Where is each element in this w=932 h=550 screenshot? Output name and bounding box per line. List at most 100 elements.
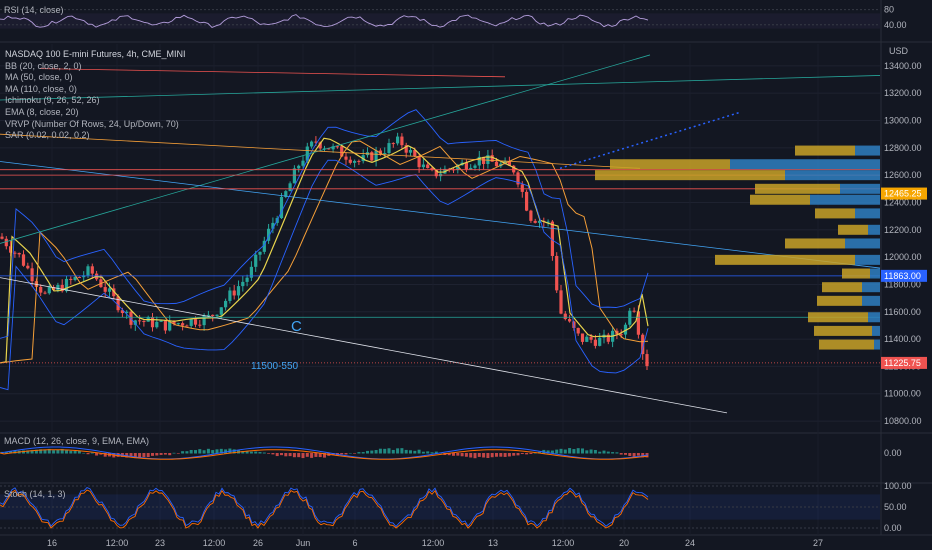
candle-body	[202, 315, 206, 326]
time-tick-label: 20	[619, 538, 629, 548]
macd-histogram-bar	[348, 452, 352, 454]
candle-body	[47, 287, 51, 294]
macd-histogram-bar	[305, 453, 309, 457]
macd-histogram-bar	[194, 450, 197, 454]
candle-body	[56, 284, 60, 291]
candle-body	[619, 334, 623, 336]
candle-body	[348, 159, 352, 163]
legend-ma110[interactable]: MA (110, close, 0)	[5, 83, 77, 94]
candle-body	[378, 150, 382, 154]
candle-body	[628, 310, 632, 325]
macd-histogram-bar	[353, 453, 357, 454]
price-tick-label: 11400.00	[884, 334, 921, 344]
macd-histogram-bar	[366, 450, 369, 454]
volume-bar-down	[855, 145, 880, 156]
macd-histogram-bar	[404, 449, 408, 454]
candle-body	[387, 143, 391, 154]
rsi-band	[0, 13, 880, 29]
candle-body	[224, 300, 228, 308]
macd-histogram-bar	[417, 449, 421, 454]
macd-histogram-bar	[434, 451, 438, 454]
volume-bar-down	[855, 254, 880, 265]
macd-histogram-bar	[344, 453, 348, 455]
macd-histogram-bar	[52, 450, 56, 454]
volume-bar-down	[868, 224, 880, 235]
macd-histogram-bar	[409, 450, 412, 454]
candle-body	[353, 160, 357, 163]
candle-body	[421, 164, 425, 168]
candle-body	[580, 333, 585, 342]
candle-body	[357, 160, 361, 162]
candle-body	[288, 183, 292, 192]
rsi-line	[0, 14, 649, 28]
macd-histogram-bar	[550, 450, 554, 454]
candle-body	[559, 290, 563, 314]
time-tick-label: 24	[685, 538, 695, 548]
candle-body	[344, 156, 348, 160]
time-tick-label: 12:00	[422, 538, 445, 548]
stoch-tick-label: 0.00	[884, 523, 902, 533]
macd-histogram-bar	[370, 450, 374, 454]
price-tick-label: 13000.00	[884, 116, 922, 126]
macd-histogram-bar	[249, 451, 253, 454]
price-tick-label: 11000.00	[884, 389, 921, 399]
macd-histogram-bar	[520, 453, 524, 455]
candle-body	[370, 152, 374, 161]
macd-histogram-bar	[598, 451, 602, 454]
price-tag-bg	[881, 269, 927, 282]
price-tick-label: 12800.00	[884, 143, 922, 153]
candle-body	[469, 167, 473, 170]
candle-body	[486, 155, 490, 164]
macd-histogram-bar	[546, 450, 550, 454]
candle-body	[86, 266, 90, 276]
price-tag-label: 11225.75	[884, 358, 921, 368]
candle-body	[254, 254, 258, 267]
candle-body	[340, 146, 344, 157]
legend-ma50[interactable]: MA (50, close, 0)	[5, 72, 73, 83]
macd-histogram-bar	[331, 453, 335, 456]
macd-histogram-bar	[77, 451, 81, 454]
candle-body	[43, 292, 47, 294]
candle-body	[150, 317, 155, 328]
volume-bar-up	[750, 194, 810, 205]
candle-body	[219, 307, 223, 315]
macd-histogram-bar	[507, 453, 511, 457]
legend-symbol[interactable]: NASDAQ 100 E-mini Futures, 4h, CME_MINI	[5, 49, 186, 59]
candle-body	[215, 314, 219, 317]
legend-ema[interactable]: EMA (8, close, 20)	[5, 106, 79, 117]
trendline	[0, 54, 651, 244]
candle-body	[211, 314, 215, 317]
macd-histogram-bar	[641, 453, 645, 458]
macd-histogram-bar	[185, 451, 189, 454]
macd-histogram-bar	[245, 451, 249, 454]
macd-histogram-bar	[490, 453, 494, 458]
macd-tick-label: 0.00	[884, 448, 902, 458]
macd-histogram-bar	[198, 449, 202, 454]
candle-body	[26, 265, 30, 269]
volume-bar-up	[808, 312, 868, 323]
price-tag-bg	[881, 187, 927, 200]
legend-sar[interactable]: SAR (0.02, 0.02, 0.2)	[5, 130, 90, 141]
candle-body	[585, 336, 589, 342]
volume-bar-down	[785, 170, 880, 181]
candle-body	[82, 275, 86, 278]
candle-body	[404, 145, 408, 153]
candle-body	[593, 339, 597, 346]
volume-bar-up	[815, 208, 855, 219]
candle-body	[125, 311, 129, 314]
legend-bb[interactable]: BB (20, close, 2, 0)	[5, 60, 82, 71]
candle-body	[636, 311, 640, 335]
macd-histogram-bar	[310, 453, 314, 458]
candle-body	[52, 287, 56, 291]
price-tick-label: 12200.00	[884, 225, 922, 235]
candle-body	[525, 191, 529, 211]
macd-histogram-bar	[413, 450, 417, 454]
legend-ichimoku[interactable]: Ichimoku (9, 26, 52, 26)	[5, 95, 100, 106]
time-tick-label: 26	[253, 538, 263, 548]
macd-histogram-bar	[456, 453, 460, 456]
macd-histogram-bar	[215, 449, 219, 454]
candle-body	[168, 320, 172, 331]
legend-vrvp[interactable]: VRVP (Number Of Rows, 24, Up/Down, 70)	[5, 118, 179, 129]
